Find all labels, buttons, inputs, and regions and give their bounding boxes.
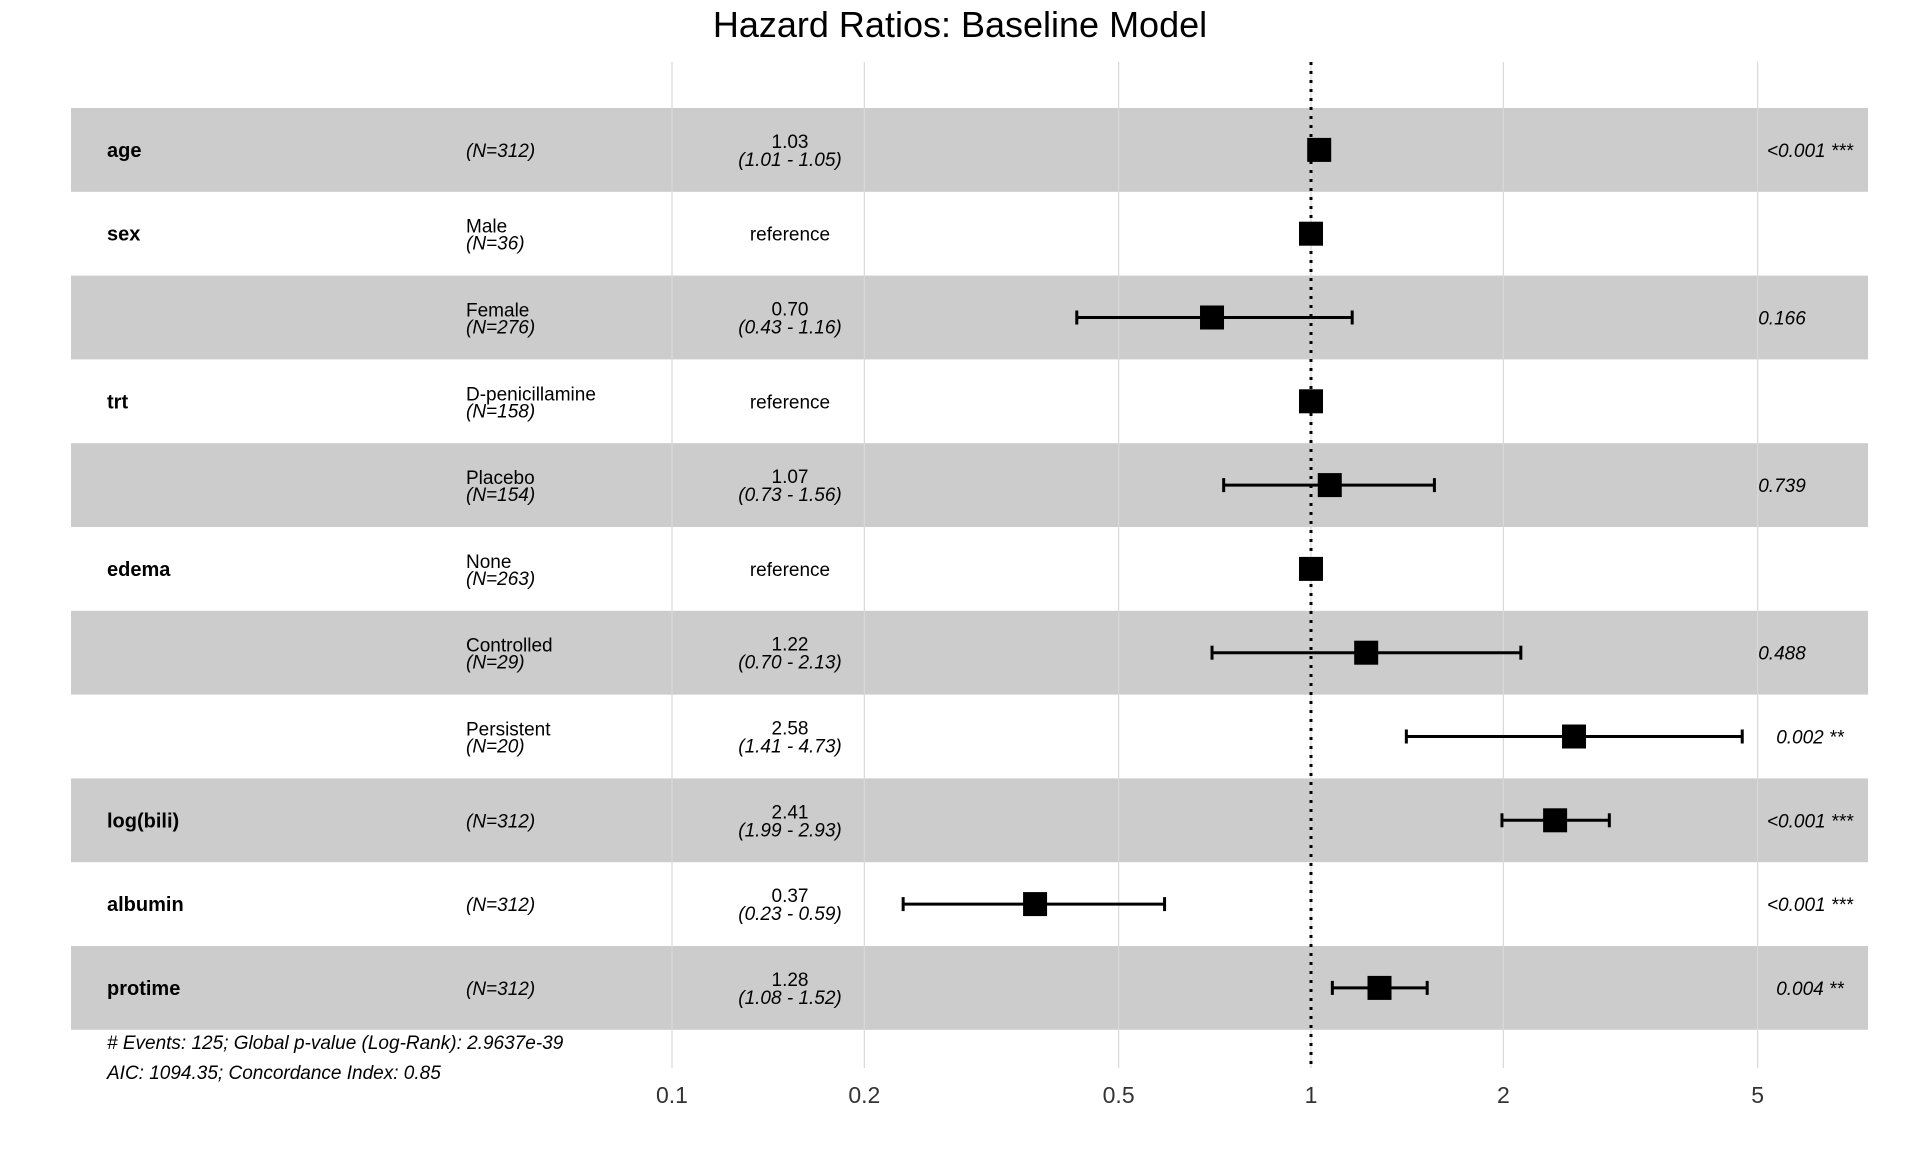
row-shade-band [71,275,1868,360]
p-value-label: 0.739 [1758,476,1806,497]
estimate-label: 2.58 [772,719,809,740]
x-tick-label: 0.1 [656,1082,688,1108]
hazard-ratio-marker [1354,640,1379,665]
estimate-label: reference [750,225,830,246]
variable-label: sex [107,224,140,246]
x-tick-label: 1 [1305,1082,1318,1108]
p-value-label: 0.488 [1758,644,1806,665]
estimate-label: 1.07 [772,467,809,488]
row-shading-layer [71,108,1868,1030]
level-count: (N=29) [466,653,525,674]
ci-label: (0.43 - 1.16) [738,318,842,339]
level-count: (N=312) [466,141,535,162]
p-value-label: <0.001 *** [1767,811,1854,832]
level-count: (N=312) [466,979,535,1000]
x-tick-label: 0.2 [848,1082,880,1108]
hazard-ratio-marker [1299,556,1323,581]
x-tick-label: 5 [1751,1082,1764,1108]
p-value-label: 0.002 ** [1776,728,1844,749]
estimate-marks-layer [901,137,1744,1000]
level-count: (N=158) [466,401,535,422]
variable-label: trt [107,391,128,413]
hazard-ratio-marker [1299,221,1323,246]
ci-label: (0.73 - 1.56) [738,485,842,506]
variable-label: albumin [107,894,184,916]
level-label: Controlled [466,636,553,657]
hazard-ratio-marker [1367,975,1392,1000]
estimate-label: 0.37 [772,886,809,907]
footer-aic-line: AIC: 1094.35; Concordance Index: 0.85 [107,1063,441,1084]
row-shade-band [71,443,1868,527]
level-label: D-penicillamine [466,384,596,405]
estimate-label: 1.22 [772,635,809,656]
variable-label: age [107,140,141,162]
estimate-label: 1.28 [772,970,809,991]
row-shade-band [71,610,1868,695]
level-label: Female [466,301,529,322]
hazard-ratio-marker [1023,892,1048,917]
level-count: (N=312) [466,895,535,916]
level-count: (N=276) [466,318,535,339]
estimate-label: 2.41 [772,802,809,823]
hazard-ratio-marker [1562,724,1587,749]
ci-label: (1.41 - 4.73) [738,737,842,758]
level-label: Male [466,217,507,238]
ci-label: (0.70 - 2.13) [738,653,842,674]
estimate-label: reference [750,392,830,413]
hazard-ratio-marker [1317,473,1342,498]
hazard-ratio-marker [1307,137,1332,162]
level-count: (N=312) [466,811,535,832]
hazard-ratio-marker [1543,808,1568,833]
variable-label: edema [107,559,171,581]
level-label: Persistent [466,720,551,741]
hazard-ratio-marker [1299,389,1323,414]
ci-label: (1.99 - 2.93) [738,820,842,841]
estimate-label: 0.70 [772,300,809,321]
estimate-label: 1.03 [772,132,809,153]
table-text-layer: age (N=312) 1.03(1.01 - 1.05) <0.001 *** sex… [107,132,1854,1009]
x-tick-label: 2 [1497,1082,1510,1108]
variable-label: protime [107,978,180,1000]
level-count: (N=20) [466,737,525,758]
variable-label: log(bili) [107,810,179,832]
level-count: (N=263) [466,569,535,590]
p-value-label: 0.004 ** [1776,979,1844,1000]
level-count: (N=36) [466,234,525,255]
footer-events-line: # Events: 125; Global p-value (Log-Rank)… [107,1033,564,1054]
x-tick-label: 0.5 [1103,1082,1135,1108]
p-value-label: <0.001 *** [1767,895,1854,916]
x-axis-ticks-layer: 0.1 0.2 0.5 1 2 5 [656,1082,1764,1108]
ci-label: (0.23 - 0.59) [738,904,842,925]
level-label: None [466,552,511,573]
ci-label: (1.08 - 1.52) [738,988,842,1009]
ci-label: (1.01 - 1.05) [738,150,842,171]
chart-title: Hazard Ratios: Baseline Model [712,4,1208,45]
p-value-label: 0.166 [1758,309,1806,330]
row-shade-band [71,108,1868,192]
hazard-ratio-marker [1200,305,1225,330]
estimate-label: reference [750,560,830,581]
row-shade-band [71,946,1868,1030]
level-label: Placebo [466,468,535,489]
p-value-label: <0.001 *** [1767,141,1854,162]
level-count: (N=154) [466,485,535,506]
